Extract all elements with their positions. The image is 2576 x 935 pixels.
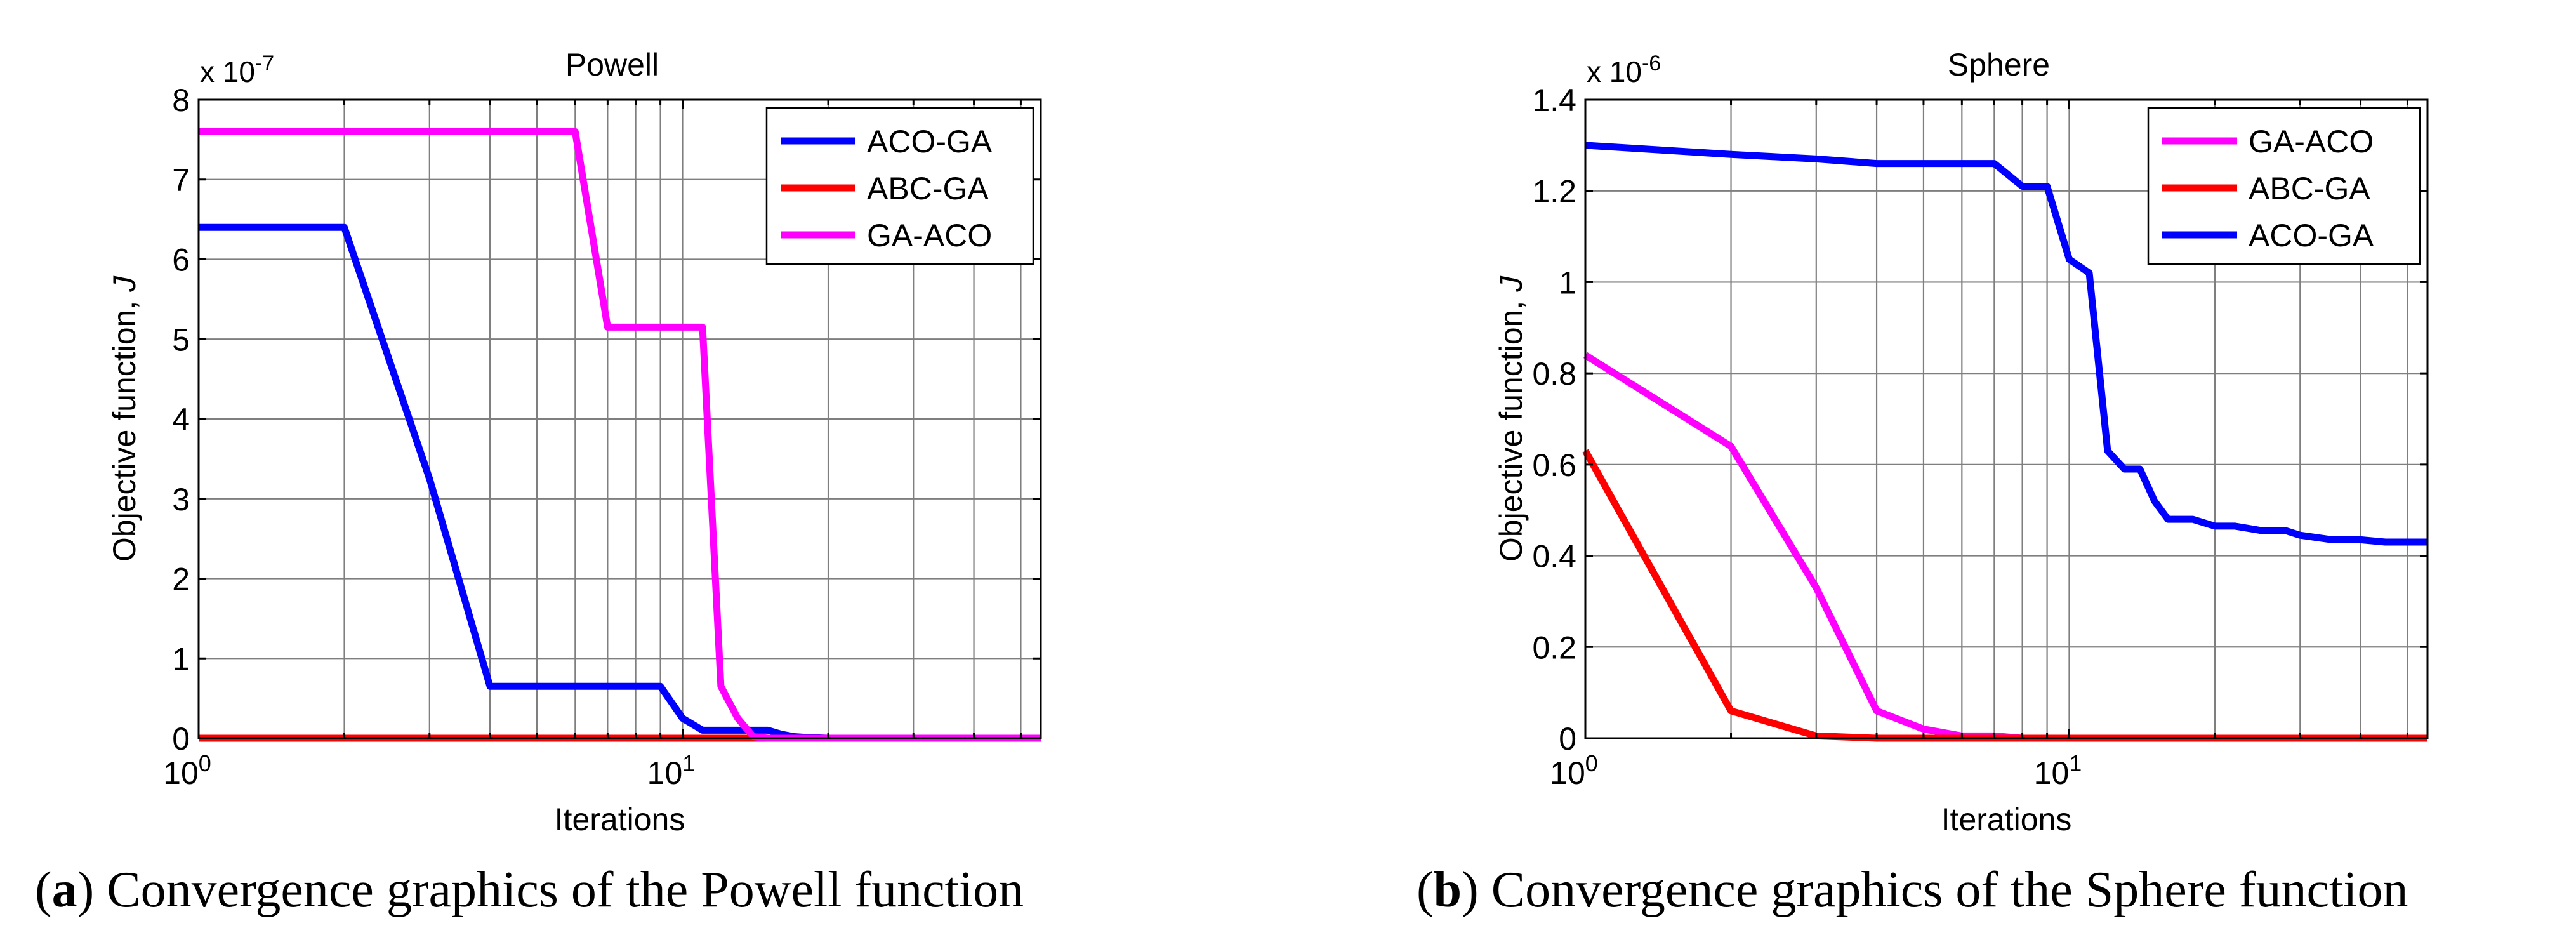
legend-label: ABC-GA <box>2249 171 2370 206</box>
legend-label: ABC-GA <box>867 171 989 206</box>
legend-label: GA-ACO <box>867 218 992 253</box>
y-tick-label: 6 <box>172 242 190 278</box>
x-tick-label: 101 <box>2034 750 2082 791</box>
ticks <box>197 98 1041 739</box>
axes-box <box>1584 98 2429 739</box>
x-tick-label: 100 <box>163 750 211 791</box>
y-tick-label: 1 <box>1559 265 1576 300</box>
y-tick-label: 5 <box>172 322 190 357</box>
x-axis-label: Iterations <box>1941 802 2072 837</box>
axis-exponent-label: x 10-6 <box>1587 51 1661 88</box>
y-axis-label: Objective function, J <box>1493 275 1529 562</box>
y-tick-label: 0 <box>1559 721 1576 757</box>
ticks <box>1584 98 2427 739</box>
x-axis-label: Iterations <box>555 802 685 837</box>
chart-sphere: 0 0.2 0.4 0.6 0.8 1 1.2 1.4 100 101 x 10-6 Sphere It… <box>1417 47 2429 918</box>
axis-exponent-label: x 10-7 <box>200 51 274 88</box>
y-tick-label: 0.4 <box>1532 539 1576 574</box>
caption: (a) Convergence graphics of the Powell f… <box>35 862 1024 918</box>
y-tick-label: 2 <box>172 562 190 597</box>
caption: (b) Convergence graphics of the Sphere f… <box>1417 862 2408 918</box>
x-tick-label: 100 <box>1550 750 1598 791</box>
chart-powell: 0 1 2 3 4 5 6 7 8 100 101 x 10-7 Powell Iterations Obj… <box>35 47 1042 918</box>
y-tick-label: 0.2 <box>1532 630 1576 665</box>
legend: GA-ACO ABC-GA ACO-GA <box>2147 107 2421 265</box>
series-line-aco-ga <box>1585 142 2427 546</box>
y-tick-label: 4 <box>172 402 190 437</box>
y-tick-label: 7 <box>172 162 190 198</box>
y-tick-label: 8 <box>172 83 190 118</box>
y-tick-label: 1.4 <box>1532 83 1576 118</box>
legend: ACO-GA ABC-GA GA-ACO <box>765 107 1034 265</box>
y-tick-label: 0.8 <box>1532 356 1576 392</box>
y-tick-label: 1.2 <box>1532 174 1576 209</box>
chart-title: Powell <box>565 47 659 83</box>
y-tick-label: 0 <box>172 721 190 757</box>
y-tick-label: 3 <box>172 482 190 517</box>
y-axis-label: Objective function, J <box>107 275 142 562</box>
y-tick-label: 1 <box>172 641 190 677</box>
x-tick-label: 101 <box>647 750 696 791</box>
y-tick-label: 0.6 <box>1532 448 1576 483</box>
chart-title: Sphere <box>1948 47 2050 83</box>
legend-label: ACO-GA <box>2249 218 2374 253</box>
legend-label: GA-ACO <box>2249 124 2374 159</box>
legend-label: ACO-GA <box>867 124 993 159</box>
